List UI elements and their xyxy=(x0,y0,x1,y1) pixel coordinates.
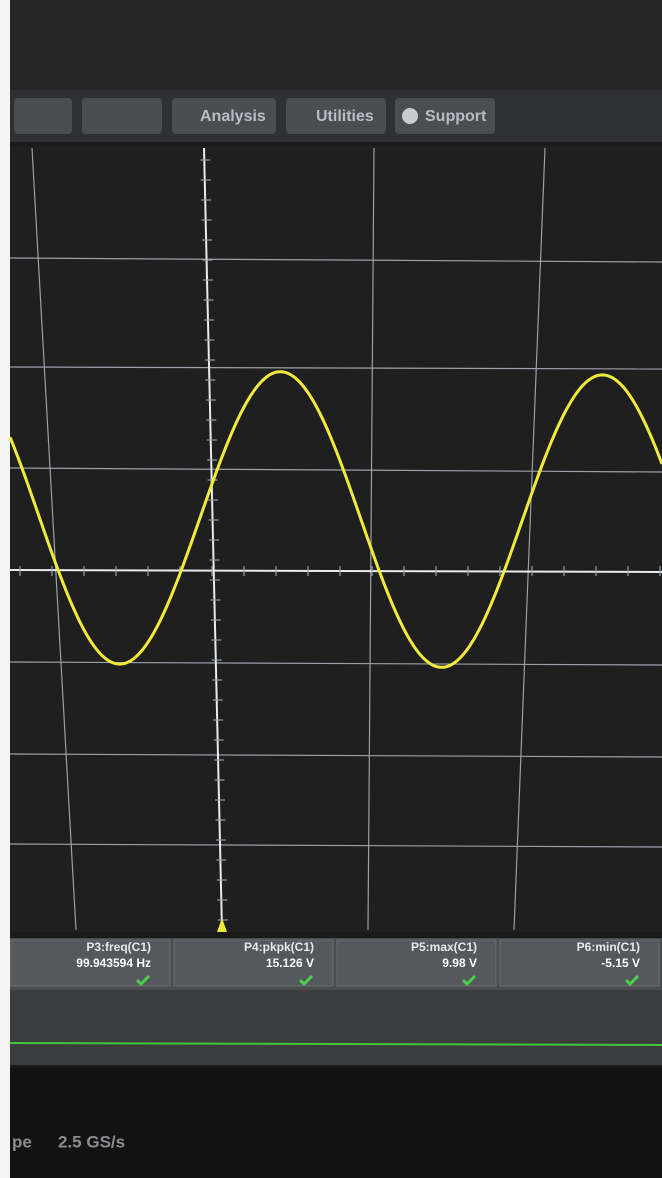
menu-label: Utilities xyxy=(316,108,374,125)
measure-value: 9.98 V xyxy=(442,956,477,970)
measure-value: 99.943594 Hz xyxy=(76,956,151,970)
measure-value: 15.126 V xyxy=(266,956,314,970)
measure-label: P5:max(C1) xyxy=(411,940,477,954)
grid-area xyxy=(10,146,662,932)
measure-value: -5.15 V xyxy=(601,956,640,970)
measure-label: P3:freq(C1) xyxy=(86,940,151,954)
bezel xyxy=(0,0,662,90)
status-area xyxy=(10,990,662,1065)
menu-label: Support xyxy=(425,108,487,125)
lower-bezel xyxy=(10,1068,662,1178)
measure-label: P4:pkpk(C1) xyxy=(244,940,314,954)
measure-label: P6:min(C1) xyxy=(577,940,640,954)
menu-label: Analysis xyxy=(200,108,266,125)
screen: Analysis Utilities Support P3:freq(C1) 99… xyxy=(0,0,662,1178)
icon xyxy=(402,108,418,124)
sample-rate: 2.5 GS/s xyxy=(58,1132,125,1151)
menu-button[interactable] xyxy=(82,98,162,134)
oscilloscope-screen: Analysis Utilities Support P3:freq(C1) 99… xyxy=(0,0,662,1178)
edge xyxy=(0,0,10,1178)
menu-button[interactable] xyxy=(14,98,72,134)
mode-label: pe xyxy=(12,1132,32,1151)
